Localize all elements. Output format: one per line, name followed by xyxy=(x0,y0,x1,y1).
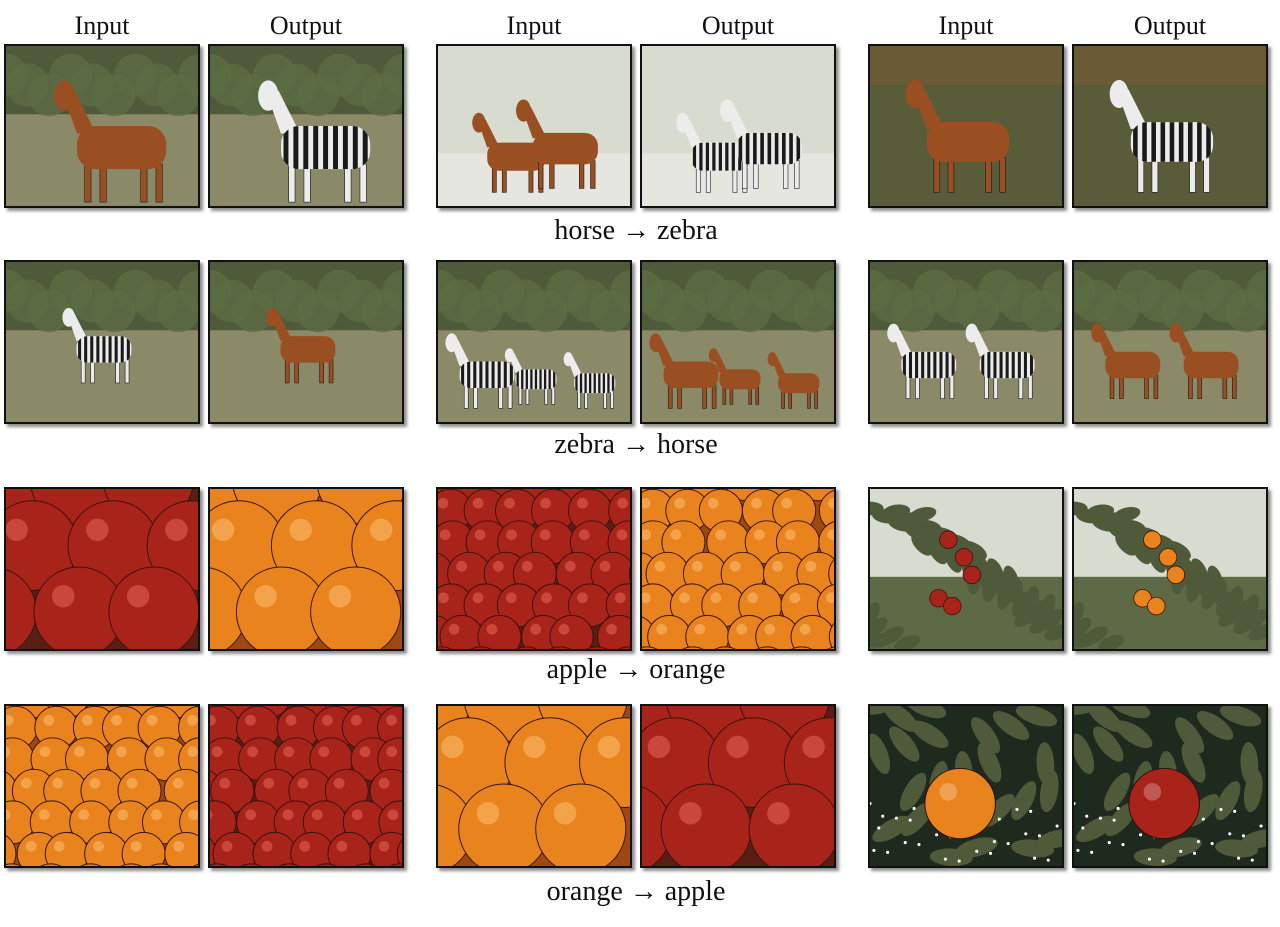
orange-to-apple-output-image-3 xyxy=(1072,704,1268,868)
zebra-to-horse-input-image-3 xyxy=(868,260,1064,424)
apple-to-orange-input-image-2 xyxy=(436,487,632,651)
horse-to-zebra-input-image-3 xyxy=(868,44,1064,208)
orange-photo xyxy=(210,489,402,649)
orange-photo xyxy=(642,489,834,649)
zebra-photo xyxy=(438,262,630,422)
zebra-photo xyxy=(1074,46,1266,206)
header-output-2: Output xyxy=(701,11,775,40)
zebra-to-horse-input-image-1 xyxy=(4,260,200,424)
horse-photo xyxy=(642,262,834,422)
apple-to-orange-output-image-1 xyxy=(208,487,404,651)
horse-to-zebra-output-image-3 xyxy=(1072,44,1268,208)
apple-photo xyxy=(438,489,630,649)
zebra-photo xyxy=(210,46,402,206)
orange-to-apple-input-image-2 xyxy=(436,704,632,868)
orange-to-apple-output-image-2 xyxy=(640,704,836,868)
orange-photo xyxy=(870,706,1062,866)
caption-orange-to-apple: orange → apple xyxy=(546,876,726,907)
orange-to-apple-input-image-1 xyxy=(4,704,200,868)
horse-photo xyxy=(210,262,402,422)
horse-photo xyxy=(870,46,1062,206)
apple-to-orange-input-image-1 xyxy=(4,487,200,651)
orange-to-apple-input-image-3 xyxy=(868,704,1064,868)
horse-to-zebra-input-image-2 xyxy=(436,44,632,208)
header-input-3: Input xyxy=(938,11,994,40)
apple-to-orange-input-image-3 xyxy=(868,487,1064,651)
horse-to-zebra-output-image-2 xyxy=(640,44,836,208)
caption-horse-to-zebra: horse → zebra xyxy=(554,215,718,246)
apple-to-orange-output-image-2 xyxy=(640,487,836,651)
horse-photo xyxy=(6,46,198,206)
orange-photo xyxy=(6,706,198,866)
apple-photo xyxy=(870,489,1062,649)
apple-to-orange-output-image-3 xyxy=(1072,487,1268,651)
zebra-photo xyxy=(642,46,834,206)
apple-photo xyxy=(642,706,834,866)
orange-photo xyxy=(438,706,630,866)
orange-photo xyxy=(1074,489,1266,649)
zebra-to-horse-input-image-2 xyxy=(436,260,632,424)
horse-photo xyxy=(1074,262,1266,422)
caption-apple-to-orange: apple → orange xyxy=(546,654,726,685)
header-output-1: Output xyxy=(269,11,343,40)
zebra-photo xyxy=(6,262,198,422)
apple-photo xyxy=(210,706,402,866)
horse-to-zebra-output-image-1 xyxy=(208,44,404,208)
apple-photo xyxy=(1074,706,1266,866)
orange-to-apple-output-image-1 xyxy=(208,704,404,868)
zebra-to-horse-output-image-3 xyxy=(1072,260,1268,424)
header-output-3: Output xyxy=(1133,11,1207,40)
zebra-to-horse-output-image-2 xyxy=(640,260,836,424)
zebra-photo xyxy=(870,262,1062,422)
horse-to-zebra-input-image-1 xyxy=(4,44,200,208)
header-input-2: Input xyxy=(506,11,562,40)
header-input-1: Input xyxy=(74,11,130,40)
zebra-to-horse-output-image-1 xyxy=(208,260,404,424)
caption-zebra-to-horse: zebra → horse xyxy=(554,429,718,460)
horse-photo xyxy=(438,46,630,206)
apple-photo xyxy=(6,489,198,649)
